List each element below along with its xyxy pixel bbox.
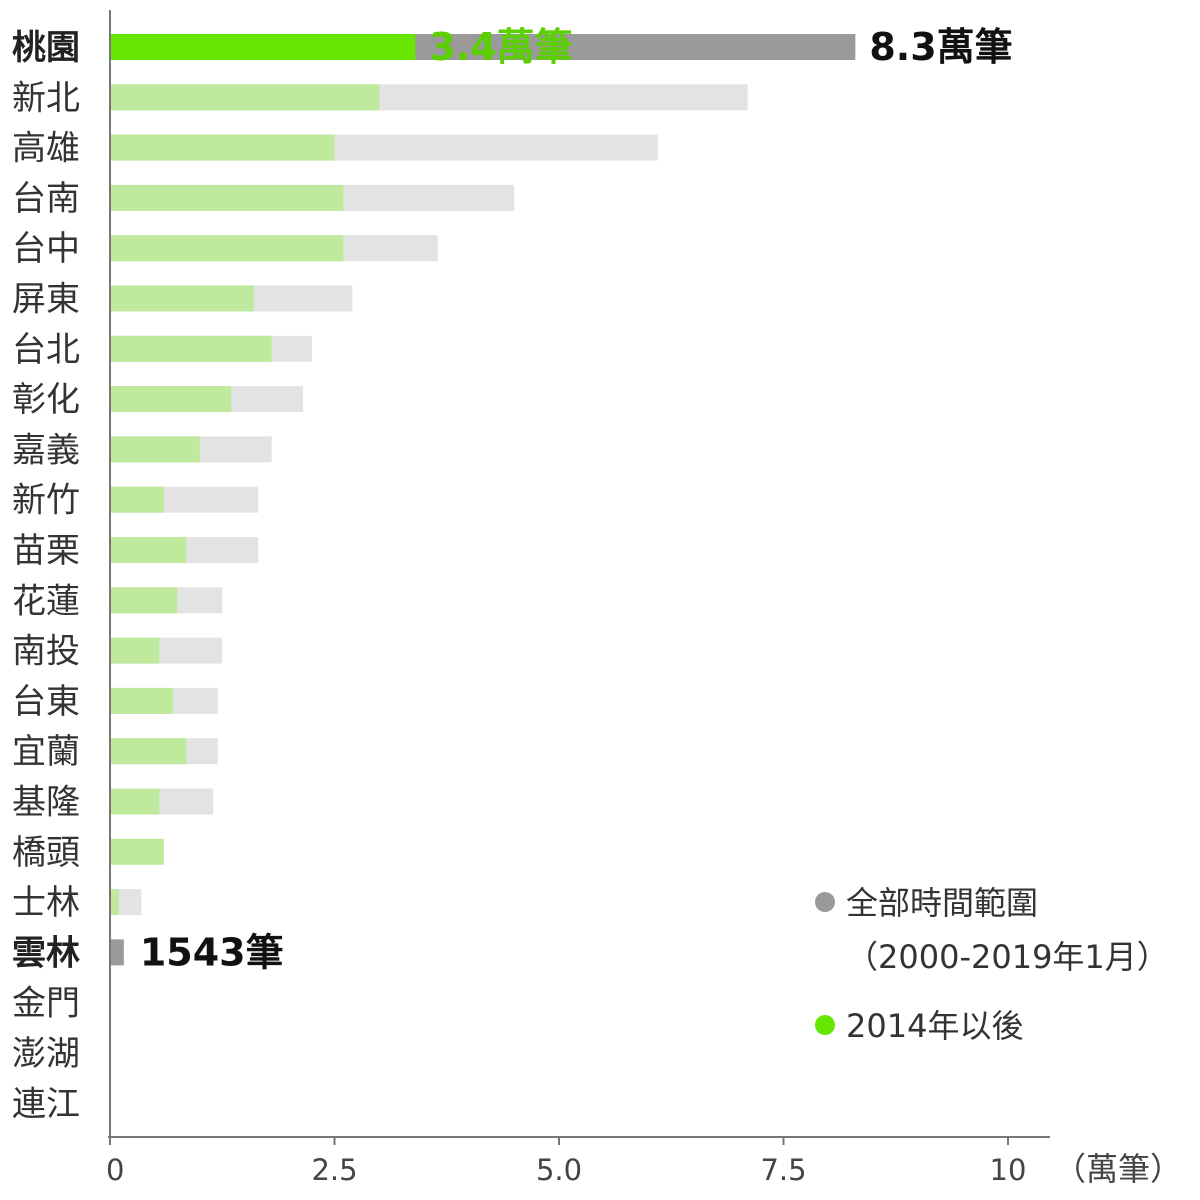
legend-label: 全部時間範圍 [846,884,1038,922]
data-label: 8.3萬筆 [869,25,1012,69]
category-label: 桃園 [12,28,80,68]
category-label: 雲林 [12,933,80,973]
recent-bar [110,637,160,664]
legend-swatch-total [815,892,835,912]
x-axis-unit-label: （萬筆） [1054,1150,1182,1188]
category-label: 新竹 [12,481,80,521]
recent-bar [110,889,119,916]
category-label: 台南 [12,179,80,219]
category-label: 士林 [12,883,80,923]
category-label: 苗栗 [12,531,80,571]
category-label: 新北 [12,78,80,118]
recent-bar [110,687,173,714]
recent-bar [110,34,416,60]
category-label: 高雄 [12,129,80,169]
category-label: 南投 [12,632,80,672]
legend-label: （2000-2019年1月） [846,938,1169,976]
recent-bar [110,335,272,362]
category-label: 屏東 [12,280,80,320]
category-label: 金門 [12,984,80,1024]
category-label: 橋頭 [12,833,80,873]
data-label: 1543筆 [140,930,284,974]
recent-bar [110,486,164,513]
x-tick-label: 0 [106,1153,124,1187]
recent-bar [110,285,254,312]
category-label: 連江 [12,1084,80,1124]
category-label: 彰化 [12,380,80,420]
category-label: 台東 [12,682,80,722]
total-bar [110,939,124,966]
category-label: 台北 [12,330,80,370]
x-axis-ticks: 0 2.5 5.0 7.5 10 [106,1137,1026,1187]
recent-bar [110,436,200,463]
recent-bar [110,184,344,211]
x-tick-label: 2.5 [311,1153,357,1187]
legend-label: 2014年以後 [846,1007,1023,1045]
category-label: 宜蘭 [12,732,80,772]
x-tick-label: 7.5 [760,1153,806,1187]
x-tick-label: 10 [990,1153,1027,1187]
x-tick-label: 5.0 [536,1153,582,1187]
category-label: 花蓮 [12,581,80,621]
data-label: 3.4萬筆 [429,25,572,69]
annotations-group: 3.4萬筆 8.3萬筆 1543筆 [140,25,1013,974]
recent-bar [110,537,187,563]
category-label: 基隆 [12,783,80,823]
category-labels: 桃園新北高雄台南台中屏東台北彰化嘉義新竹苗栗花蓮南投台東宜蘭基隆橋頭士林雲林金門… [12,28,80,1124]
legend-swatch-recent [815,1015,835,1035]
recent-bar [110,788,160,815]
recent-bar [110,738,187,765]
recent-bar [110,134,335,161]
bars-group [110,34,856,966]
recent-bar [110,386,232,413]
category-label: 台中 [12,229,80,269]
recent-bar [110,587,178,614]
legend: 全部時間範圍 （2000-2019年1月） 2014年以後 [815,884,1169,1045]
recent-bar [110,84,380,111]
recent-bar [110,838,164,865]
recent-bar [110,235,344,262]
category-label: 嘉義 [12,430,80,470]
category-label: 澎湖 [12,1034,80,1074]
